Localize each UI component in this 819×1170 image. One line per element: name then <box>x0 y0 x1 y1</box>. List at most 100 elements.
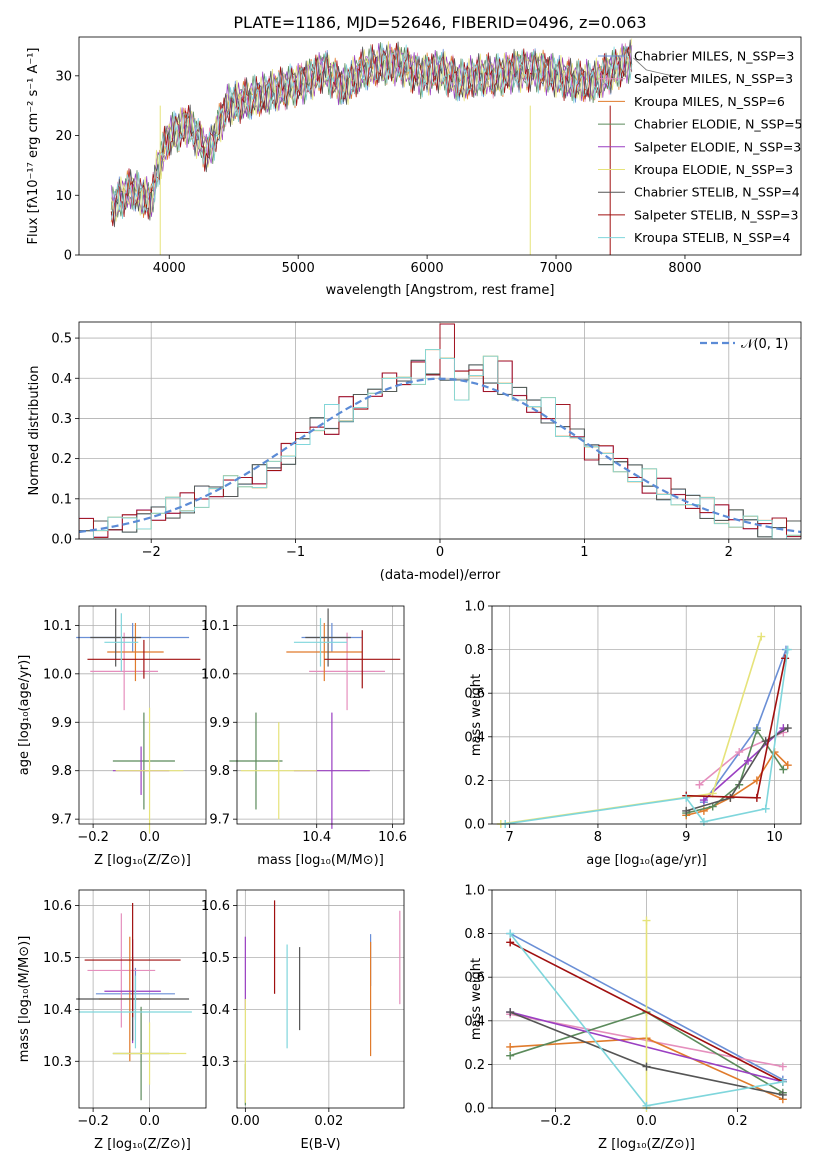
x-tick-label: 0.0 <box>636 1114 657 1129</box>
histogram-lines <box>79 323 801 539</box>
series-marker <box>699 796 708 805</box>
x-tick-label: 0.02 <box>314 1114 343 1129</box>
x-tick-label: −0.2 <box>77 830 109 845</box>
series-marker <box>506 1042 515 1051</box>
axes-frame <box>78 889 207 1109</box>
axes-frame <box>236 889 405 1109</box>
y-tick-label: 0.8 <box>464 643 485 658</box>
x-tick-label: 9 <box>682 830 690 845</box>
series-marker <box>506 938 515 947</box>
x-tick-label: 10 <box>766 830 783 845</box>
x-tick-label: 10.4 <box>302 830 331 845</box>
series-line <box>686 750 789 817</box>
panel-residuals: −2 −1 0 1 2 0.0 0.1 0.2 0.3 0.4 0.5 (data-model)/er… <box>27 321 802 583</box>
y-tick-label: 9.9 <box>209 716 230 731</box>
series-marker <box>642 1101 651 1110</box>
series-line <box>703 649 787 803</box>
axes-frame <box>78 321 802 540</box>
y-tick-label: 10.3 <box>43 1055 72 1070</box>
series-marker <box>695 780 704 789</box>
y-tick-label: 0.8 <box>464 927 485 942</box>
series-marker <box>752 793 761 802</box>
series-marker <box>506 1051 515 1060</box>
y-tick-label: 20 <box>55 129 72 144</box>
x-axis-label: wavelength [Angstrom, rest frame] <box>326 283 555 298</box>
x-tick-label: 8 <box>594 830 602 845</box>
spectrum-data-tail <box>633 57 686 78</box>
series-marker <box>506 1008 515 1017</box>
x-tick-label: −0.2 <box>77 1114 109 1129</box>
series-line <box>500 636 763 825</box>
y-tick-label: 9.7 <box>51 813 72 828</box>
series-marker <box>783 761 792 770</box>
axes-frame <box>491 889 802 1109</box>
series-marker <box>682 793 691 802</box>
series-marker <box>506 929 515 938</box>
x-axis-label: E(B-V) <box>300 1137 340 1152</box>
x-tick-label: 8000 <box>668 261 701 276</box>
y-tick-label: 10.5 <box>201 951 230 966</box>
series-marker <box>735 748 744 757</box>
y-tick-label: 10.5 <box>43 951 72 966</box>
legend-entry: Salpeter MILES, N_SSP=3 <box>634 71 793 86</box>
histogram-series <box>79 348 801 539</box>
spectrum-line <box>110 43 633 220</box>
series-marker <box>752 726 761 735</box>
y-tick-label: 0.6 <box>464 687 485 702</box>
x-axis-label: Z [log₁₀(Z/Z⊙)] <box>598 1137 695 1152</box>
x-tick-label: 2 <box>725 545 733 560</box>
x-tick-label: −0.2 <box>540 1114 572 1129</box>
y-tick-label: 0.4 <box>464 1014 485 1029</box>
y-tick-label: 9.8 <box>51 764 72 779</box>
legend-entry: Kroupa ELODIE, N_SSP=3 <box>634 162 793 177</box>
y-tick-label: 0.4 <box>464 730 485 745</box>
legend-entry: Salpeter ELODIE, N_SSP=3 <box>634 139 801 154</box>
legend-entry: Kroupa MILES, N_SSP=6 <box>634 94 785 109</box>
y-tick-label: 0.2 <box>464 1058 485 1073</box>
histogram-series <box>79 323 801 539</box>
y-axis-label: mass [log₁₀(M/M⊙)] <box>17 936 32 1063</box>
x-axis-label: mass [log₁₀(M/M⊙)] <box>257 853 384 868</box>
legend-entry: 𝒩(0, 1) <box>741 337 788 352</box>
panel-mass-vs-EBV: 0.00 0.02 10.3 10.4 10.5 10.6 E(B-V) <box>201 889 405 1152</box>
spectrum-lines <box>110 38 686 255</box>
legend-entry: Chabrier MILES, N_SSP=3 <box>634 49 794 64</box>
y-axis-label: age [log₁₀(age/yr)] <box>17 655 32 776</box>
x-tick-label: 7 <box>506 830 514 845</box>
y-tick-label: 10.6 <box>201 899 230 914</box>
series-marker <box>682 806 691 815</box>
x-tick-label: 0.0 <box>139 1114 160 1129</box>
series-line <box>509 941 784 1083</box>
y-tick-label: 10.1 <box>201 619 230 634</box>
series-marker <box>642 916 651 925</box>
series-marker <box>744 756 753 765</box>
x-axis-label: age [log₁₀(age/yr)] <box>586 853 707 868</box>
y-tick-label: 1.0 <box>464 600 485 615</box>
y-tick-label: 0.3 <box>51 412 72 427</box>
legend-entry: Salpeter STELIB, N_SSP=3 <box>634 207 798 222</box>
x-tick-label: −2 <box>142 545 161 560</box>
y-axis-label: mass weight <box>469 958 484 1040</box>
axes-frame <box>236 605 405 825</box>
series-marker <box>783 724 792 733</box>
y-tick-label: 10.3 <box>201 1055 230 1070</box>
x-axis-label: Z [log₁₀(Z/Z⊙)] <box>94 1137 191 1152</box>
y-axis-label: mass weight <box>469 674 484 756</box>
series-marker <box>778 1090 787 1099</box>
series-marker <box>778 1077 787 1086</box>
y-tick-label: 0.4 <box>51 372 72 387</box>
panel-age-vs-mass: 10.4 10.6 9.7 9.8 9.9 10.0 10.1 mass [log₁₀(M/M… <box>201 605 407 868</box>
y-tick-label: 1.0 <box>464 884 485 899</box>
y-tick-label: 0.1 <box>51 492 72 507</box>
panel-mass-weight-vs-Z: −0.2 0.0 0.2 0.0 0.2 0.4 0.6 0.8 1.0 Z [log₁₀(Z/Z… <box>464 884 802 1152</box>
series-marker <box>778 1062 787 1071</box>
axes-frame <box>78 36 802 256</box>
panel-age-vs-Z: −0.2 0.0 9.7 9.8 9.9 10.0 10.1 Z [log₁₀(Z/Z⊙)] a… <box>17 605 207 868</box>
y-tick-label: 10.6 <box>43 899 72 914</box>
y-tick-label: 10.4 <box>201 1003 230 1018</box>
series-marker <box>757 632 766 641</box>
chart-title: PLATE=1186, MJD=52646, FIBERID=0496, z=0… <box>233 13 646 32</box>
y-tick-label: 10.1 <box>43 619 72 634</box>
y-tick-label: 0.0 <box>51 533 72 548</box>
